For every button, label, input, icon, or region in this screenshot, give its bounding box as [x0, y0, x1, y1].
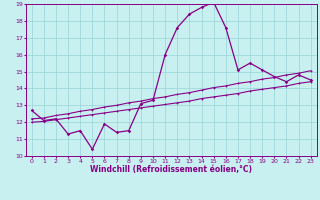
- X-axis label: Windchill (Refroidissement éolien,°C): Windchill (Refroidissement éolien,°C): [90, 165, 252, 174]
